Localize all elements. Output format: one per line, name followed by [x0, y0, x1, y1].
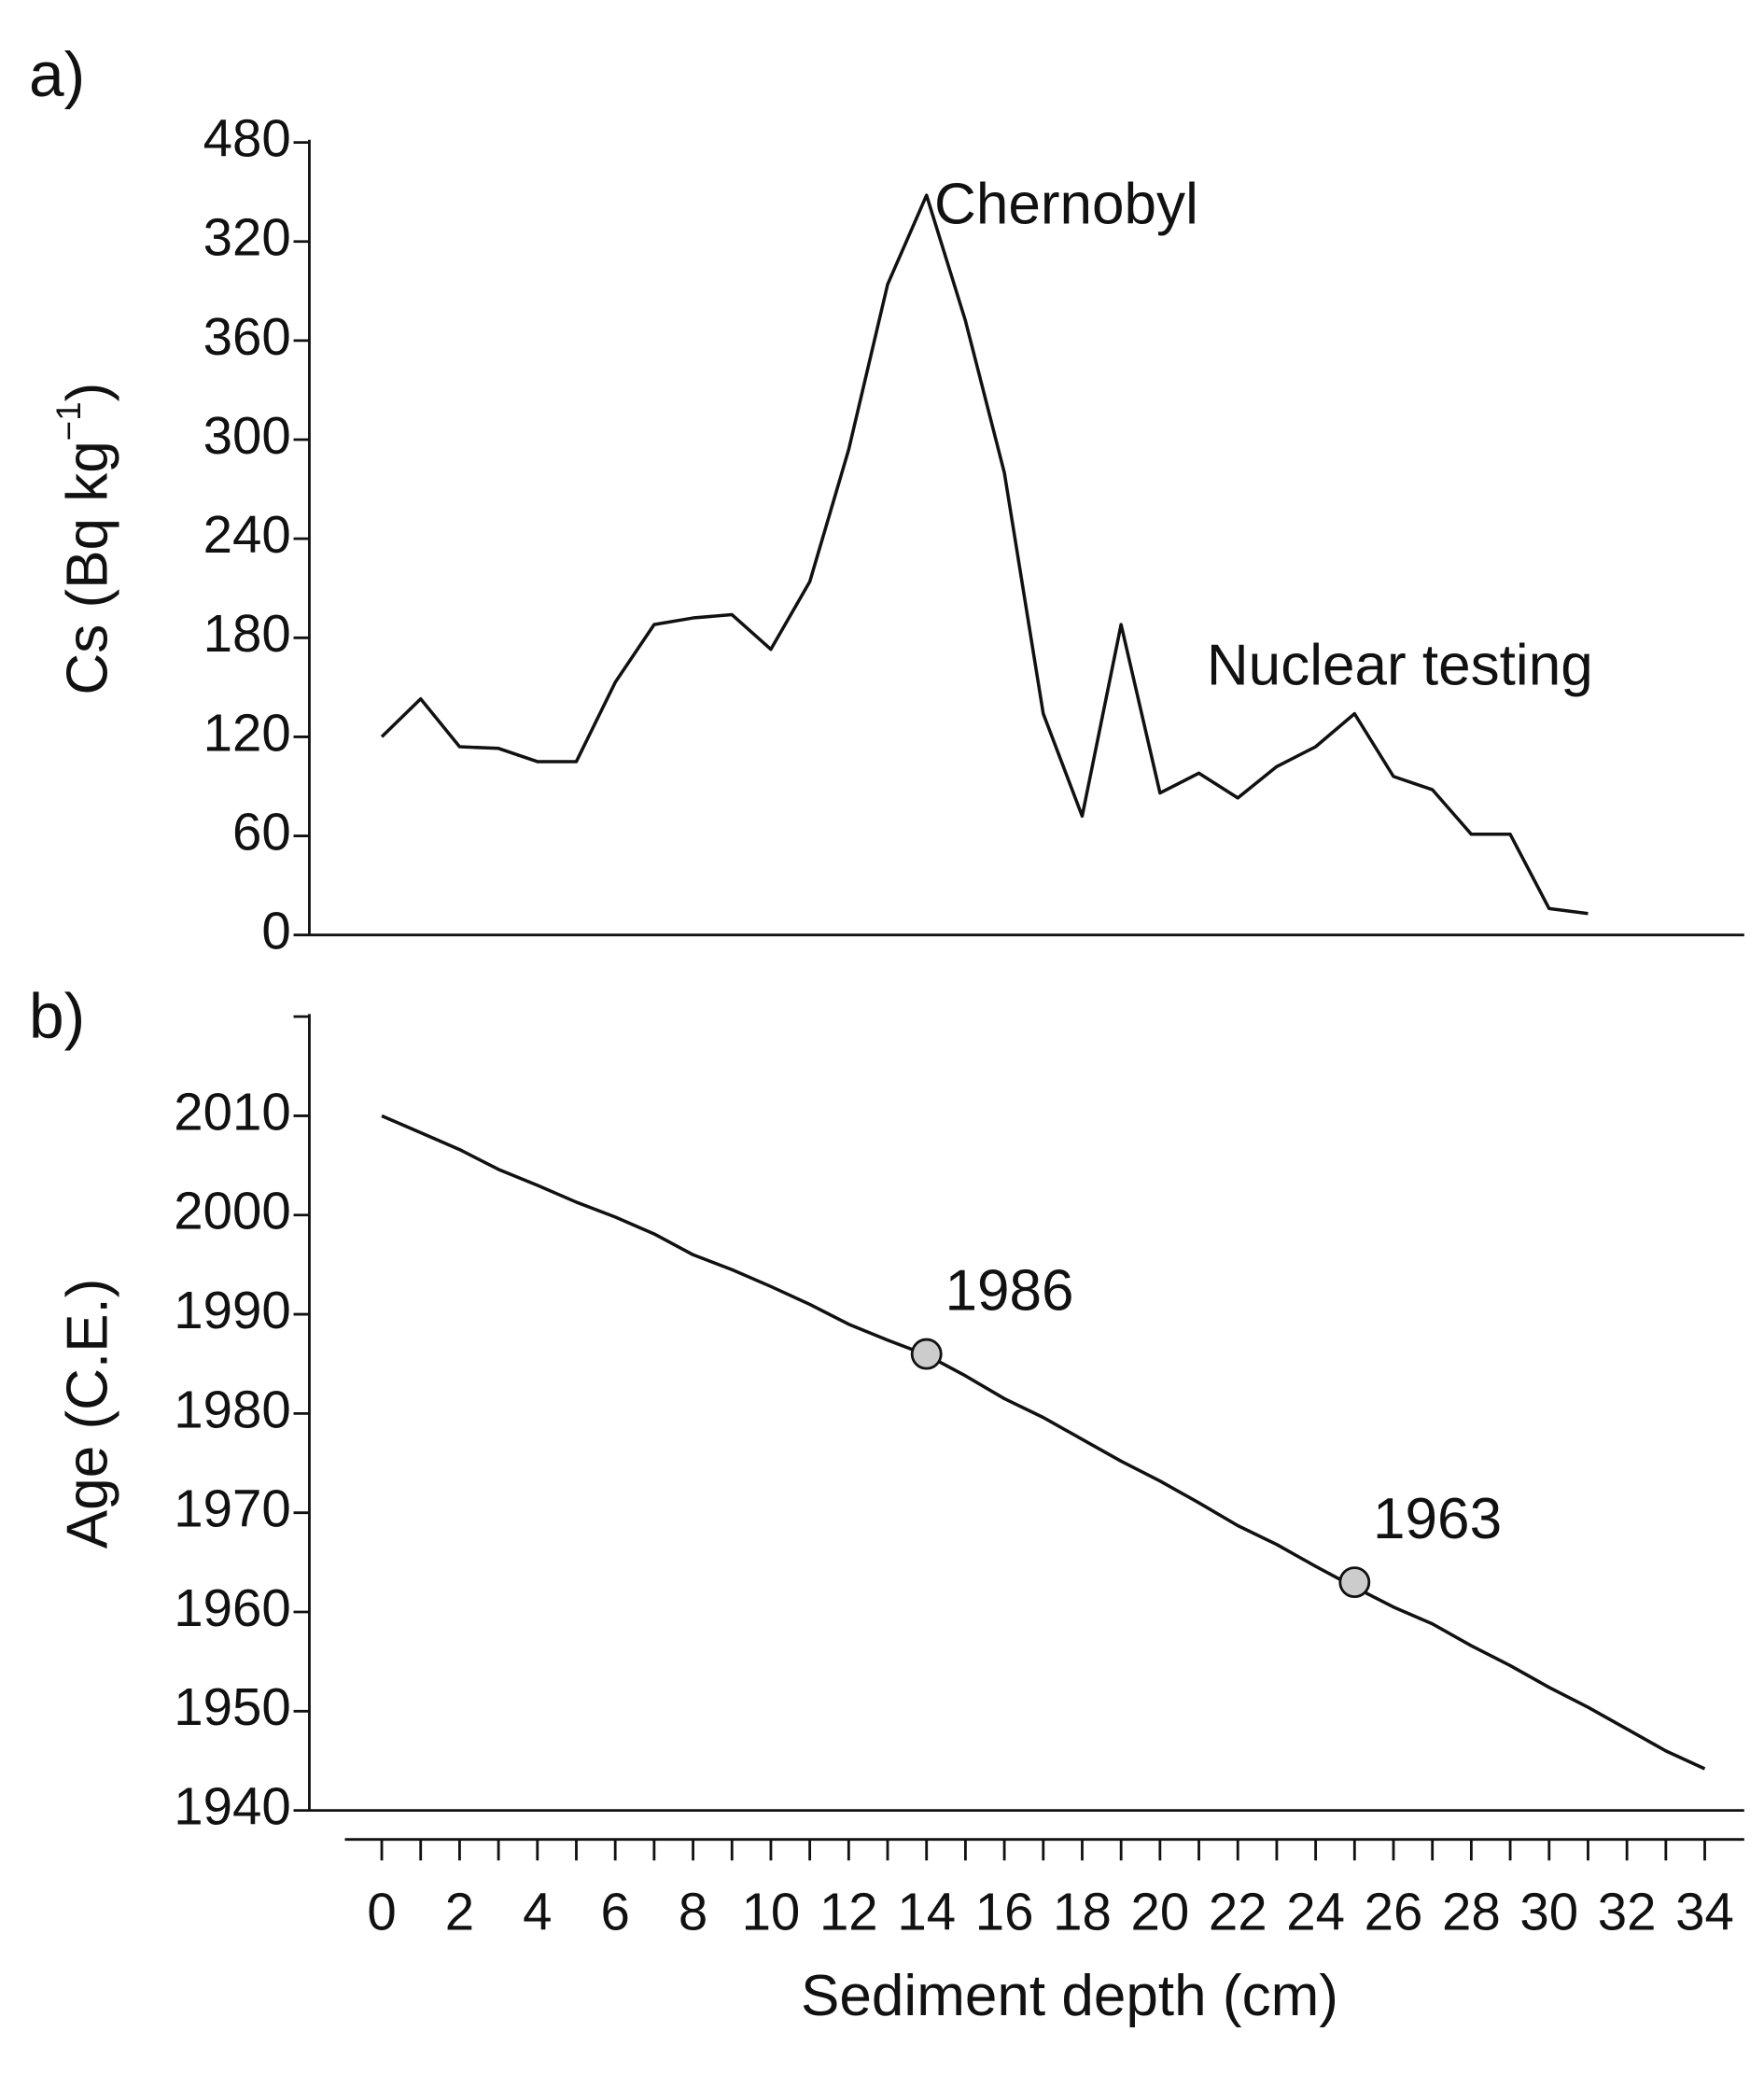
y-axis-label-part: ) — [56, 383, 120, 402]
marker — [1338, 1566, 1371, 1599]
x-tick-label: 34 — [1675, 1882, 1734, 1941]
x-tick-label: 2 — [445, 1882, 474, 1941]
x-tick-label: 14 — [897, 1882, 956, 1941]
marker-label: 1963 — [1373, 1487, 1502, 1551]
x-tick-label: 6 — [600, 1882, 629, 1941]
y-tick-label: 300 — [203, 406, 291, 465]
y-axis-label-part: −1 — [49, 401, 88, 441]
x-tick-label: 10 — [742, 1882, 801, 1941]
x-tick-label: 20 — [1130, 1882, 1189, 1941]
y-tick-label: 60 — [232, 802, 291, 861]
data-line — [380, 193, 1589, 916]
y-tick-label: 1970 — [174, 1479, 290, 1538]
y-tick-label: 480 — [203, 109, 291, 168]
x-tick-label: 4 — [523, 1882, 552, 1941]
y-axis-label-part: Cs (Bq kg — [56, 441, 120, 694]
data-line — [381, 1114, 1706, 1771]
y-tick-label: 1940 — [174, 1777, 290, 1836]
y-tick-label: 1980 — [174, 1380, 290, 1438]
annotation: Chernobyl — [934, 173, 1198, 237]
y-axis-label: Age (C.E.) — [56, 1279, 120, 1549]
y-tick-label: 120 — [203, 703, 291, 762]
y-tick-label: 1990 — [174, 1281, 290, 1339]
y-tick-label: 180 — [203, 604, 291, 663]
annotation: Nuclear testing — [1207, 633, 1593, 697]
x-tick-label: 30 — [1519, 1882, 1578, 1941]
x-tick-label: 8 — [679, 1882, 707, 1941]
panel-label: a) — [29, 40, 85, 110]
y-tick-label: 2000 — [174, 1182, 290, 1240]
marker-label: 1986 — [945, 1259, 1073, 1324]
x-tick-label: 22 — [1209, 1882, 1267, 1941]
x-tick-label: 0 — [367, 1882, 396, 1941]
y-tick-label: 1960 — [174, 1578, 290, 1637]
panel-label: b) — [29, 981, 85, 1051]
marker — [910, 1338, 943, 1370]
x-tick-label: 16 — [975, 1882, 1034, 1941]
x-tick-label: 24 — [1286, 1882, 1345, 1941]
y-tick-label: 0 — [261, 902, 290, 960]
y-tick-label: 240 — [203, 505, 291, 564]
x-tick-label: 28 — [1442, 1882, 1501, 1941]
y-tick-label: 1950 — [174, 1677, 290, 1736]
x-tick-label: 32 — [1598, 1882, 1657, 1941]
x-tick-label: 26 — [1365, 1882, 1423, 1941]
x-axis-label: Sediment depth (cm) — [801, 1964, 1338, 2028]
x-tick-label: 18 — [1053, 1882, 1112, 1941]
y-tick-label: 2010 — [174, 1082, 290, 1141]
y-axis-label: Cs (Bq kg−1) — [49, 383, 120, 695]
x-tick-label: 12 — [819, 1882, 878, 1941]
y-tick-label: 320 — [203, 208, 291, 267]
y-tick-label: 360 — [203, 307, 291, 366]
y-axis-label-part: Age (C.E.) — [56, 1279, 120, 1549]
